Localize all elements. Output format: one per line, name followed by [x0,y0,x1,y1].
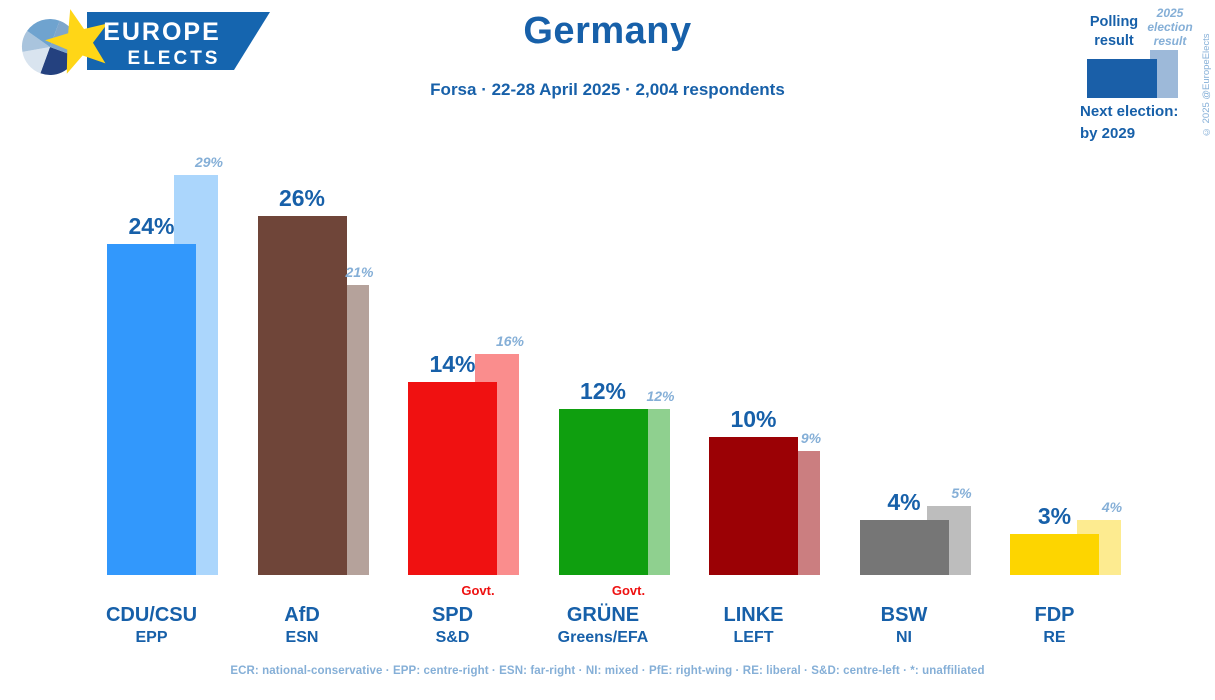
bar-group-spd: 14% 16% Govt. SPD S&D [408,0,559,700]
group-abbreviation-legend: ECR: national-conservative · EPP: centre… [230,665,985,677]
party-group-label: RE [1043,629,1066,646]
party-group-label: S&D [435,629,470,646]
bar-group-bsw: 4% 5% BSW NI [859,0,1011,700]
bar-group-afd: 26% 21% AfD ESN [257,0,409,700]
election-value-label: 5% [951,485,972,501]
polling-value-label: 14% [429,350,476,377]
poll-subtitle: Forsa · 22-28 April 2025 · 2,004 respond… [430,80,785,99]
polling-value-label: 24% [128,212,175,239]
election-value-label: 16% [495,333,525,350]
bar-group-grune: 12% 12% Govt. GRÜNE Greens/EFA [558,0,710,700]
polling-bar-afd [257,216,347,575]
election-value-label: 29% [194,153,224,170]
election-value-label: 9% [800,429,822,446]
party-group-label: LEFT [733,629,774,646]
polling-bar-cdu-csu [107,243,196,575]
legend-polling-label: Polling result [1089,14,1139,49]
election-value-label: 4% [1101,498,1123,515]
logo-text-europe: EUROPE [103,18,221,46]
next-election-label: Next election: [1080,103,1179,120]
page-title: Germany [523,10,692,52]
bar-group-linke: 10% 9% LINKE LEFT [709,0,860,700]
polling-value-label: 26% [278,185,326,212]
party-group-label: ESN [285,629,319,646]
govt-badge: Govt. [611,583,646,598]
election-value-label: 12% [646,388,675,405]
polling-value-label: 12% [579,378,627,405]
party-group-label: NI [896,629,912,646]
legend-election-label: 2025 election result [1147,6,1193,48]
party-name-label: AfD [284,604,320,626]
election-value-label: 21% [345,264,374,281]
party-name-label: CDU/CSU [105,604,198,626]
bar-group-cdu-csu: 24% 29% CDU/CSU EPP [106,0,258,700]
party-name-label: FDP [1034,604,1075,626]
legend-polling-swatch [1087,59,1157,98]
logo-text-elects: ELECTS [128,48,221,69]
polling-bar-spd [408,381,497,575]
polling-value-label: 3% [1037,502,1072,529]
polling-bar-grune [558,409,648,575]
party-group-label: EPP [135,629,168,646]
europe-elects-logo: EUROPE ELECTS [21,9,270,75]
polling-value-label: 10% [730,406,777,432]
bar-group-fdp: 3% 4% FDP RE [1010,0,1161,700]
polling-value-label: 4% [887,488,921,515]
party-name-label: GRÜNE [566,604,640,626]
next-election-value: by 2029 [1080,125,1136,142]
logo-star-icon [45,9,108,74]
party-name-label: BSW [880,604,928,626]
party-name-label: SPD [431,604,474,626]
logo-banner [87,12,270,70]
party-name-label: LINKE [723,604,784,626]
polling-bar-bsw [859,519,949,575]
party-group-label: Greens/EFA [557,629,649,646]
polling-bar-fdp [1010,533,1099,575]
polling-bar-linke [709,437,798,575]
govt-badge: Govt. [461,583,495,598]
